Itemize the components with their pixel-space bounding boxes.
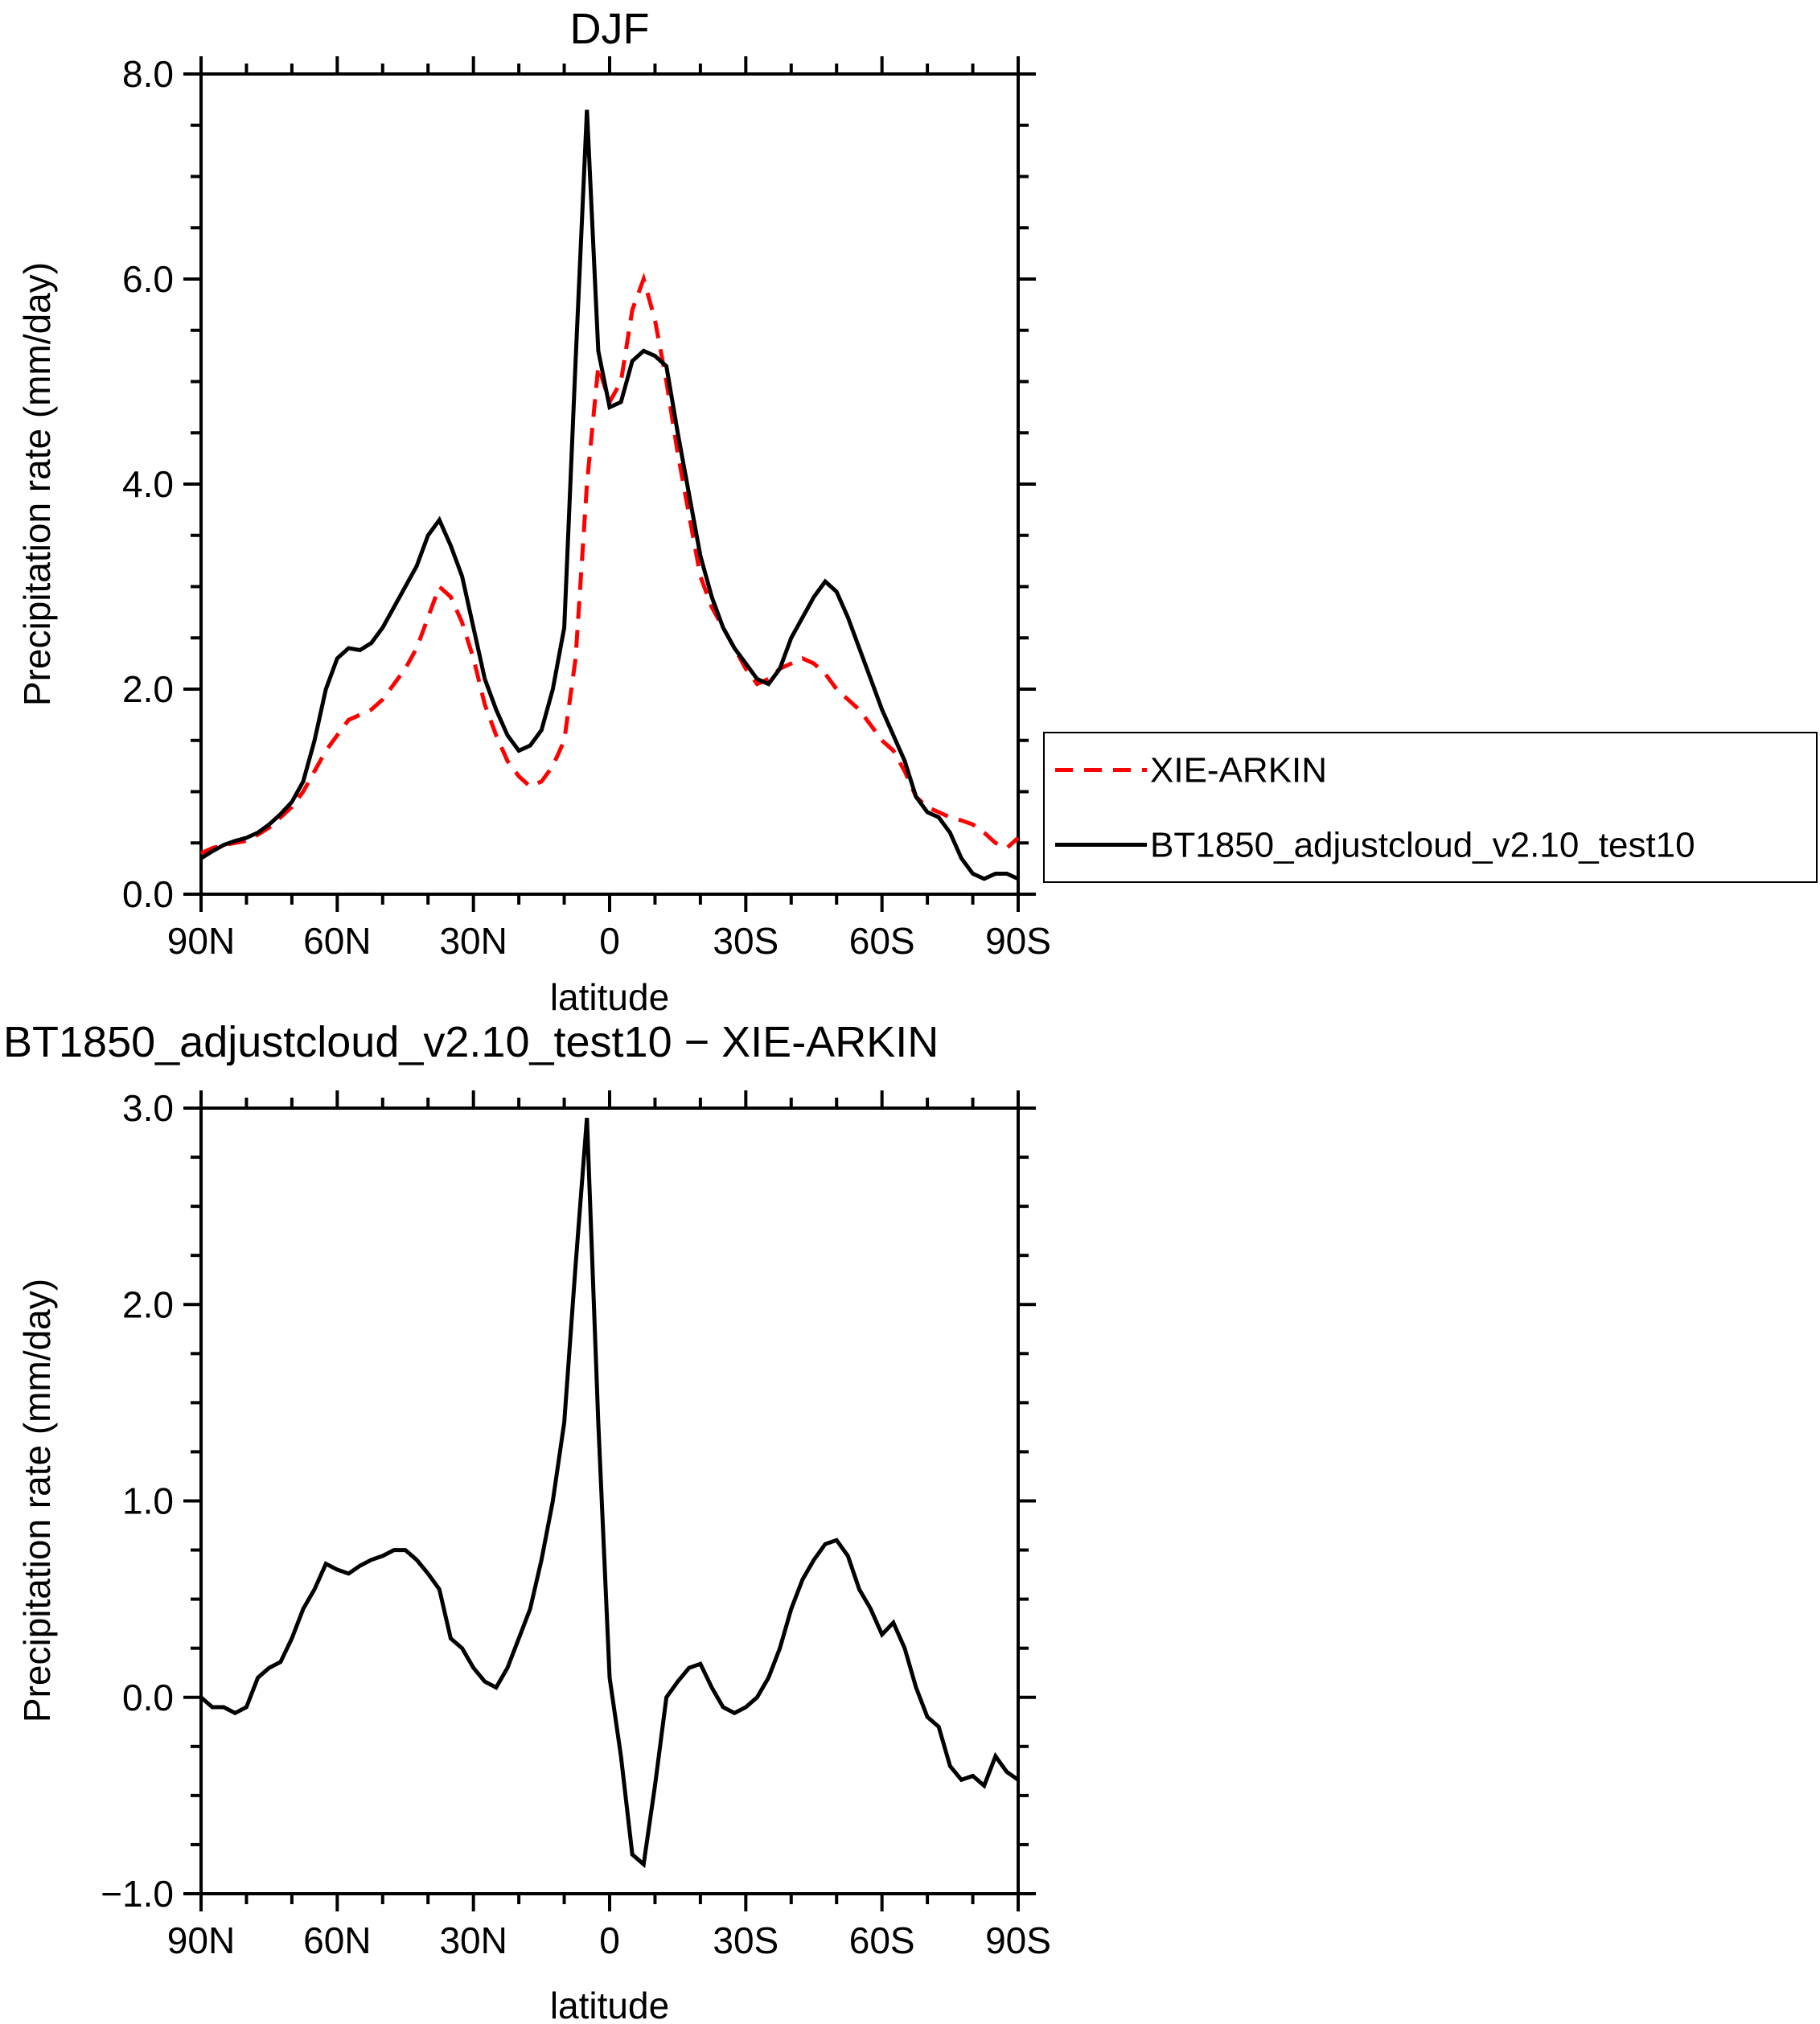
x-tick-label: 90N [167, 1919, 235, 1961]
x-tick-label: 30S [713, 1919, 779, 1961]
y-tick-label: 4.0 [122, 463, 174, 505]
plot-frame [199, 72, 1020, 896]
x-tick-label: 30S [713, 920, 779, 962]
y-tick-label: 8.0 [122, 53, 174, 95]
top-x-axis-label: latitude [550, 976, 669, 1018]
legend: XIE-ARKIN BT1850_adjustcloud_v2.10_test10 [1043, 732, 1818, 883]
x-tick-label: 60S [849, 1919, 915, 1961]
legend-label: BT1850_adjustcloud_v2.10_test10 [1150, 826, 1695, 865]
axis-ticks [183, 56, 1036, 912]
bottom-y-axis-label: Precipitation rate (mm/day) [16, 1279, 58, 1722]
y-tick-label: 3.0 [122, 1087, 174, 1129]
top-plot-area: 90N 60N 30N 0 30S 60S 90S 0.0 2.0 4.0 6.0 8.0 [122, 53, 1051, 962]
series-line-xie-arkin [199, 272, 1020, 856]
y-tick-label: 0.0 [122, 873, 174, 915]
tick-labels: 90N 60N 30N 0 30S 60S 90S −1.0 0.0 1.0 2.0 3.0 [101, 1087, 1051, 1961]
y-tick-label: −1.0 [101, 1873, 174, 1915]
series-line-bt1850-adjustcloud-v2-10-test10 [199, 109, 1020, 881]
x-tick-label: 90N [167, 920, 235, 962]
x-tick-label: 30N [439, 920, 507, 962]
y-tick-label: 1.0 [122, 1480, 174, 1522]
legend-label: XIE-ARKIN [1150, 751, 1327, 790]
y-tick-label: 2.0 [122, 1283, 174, 1325]
x-tick-label: 90S [985, 920, 1051, 962]
x-tick-label: 60N [303, 920, 371, 962]
difference-precipitation-chart: BT1850_adjustcloud_v2.10_test10 − XIE-AR… [3, 1021, 1051, 2024]
x-tick-label: 0 [599, 920, 620, 962]
plot-frame [199, 1106, 1020, 1895]
y-tick-label: 2.0 [122, 668, 174, 710]
x-tick-label: 0 [599, 1919, 620, 1961]
x-tick-label: 90S [985, 1919, 1051, 1961]
y-tick-label: 6.0 [122, 258, 174, 300]
y-tick-label: 0.0 [122, 1677, 174, 1718]
tick-labels: 90N 60N 30N 0 30S 60S 90S 0.0 2.0 4.0 6.0 8.0 [122, 53, 1051, 962]
bottom-chart-title: BT1850_adjustcloud_v2.10_test10 − XIE-AR… [3, 1021, 939, 1066]
legend-box [1043, 732, 1818, 883]
axis-ticks [183, 1090, 1036, 1911]
series-line-difference [199, 1118, 1020, 1869]
x-tick-label: 60S [849, 920, 915, 962]
bottom-x-axis-label: latitude [550, 1985, 669, 2024]
bottom-plot-area: 90N 60N 30N 0 30S 60S 90S −1.0 0.0 1.0 2.0 3.0 [101, 1087, 1051, 1961]
djf-precipitation-chart: DJF Precipitation rate (mm/day) latitude… [16, 5, 1818, 1018]
top-chart-title: DJF [570, 5, 650, 53]
top-y-axis-label: Precipitation rate (mm/day) [16, 262, 58, 706]
x-tick-label: 30N [439, 1919, 507, 1961]
x-tick-label: 60N [303, 1919, 371, 1961]
